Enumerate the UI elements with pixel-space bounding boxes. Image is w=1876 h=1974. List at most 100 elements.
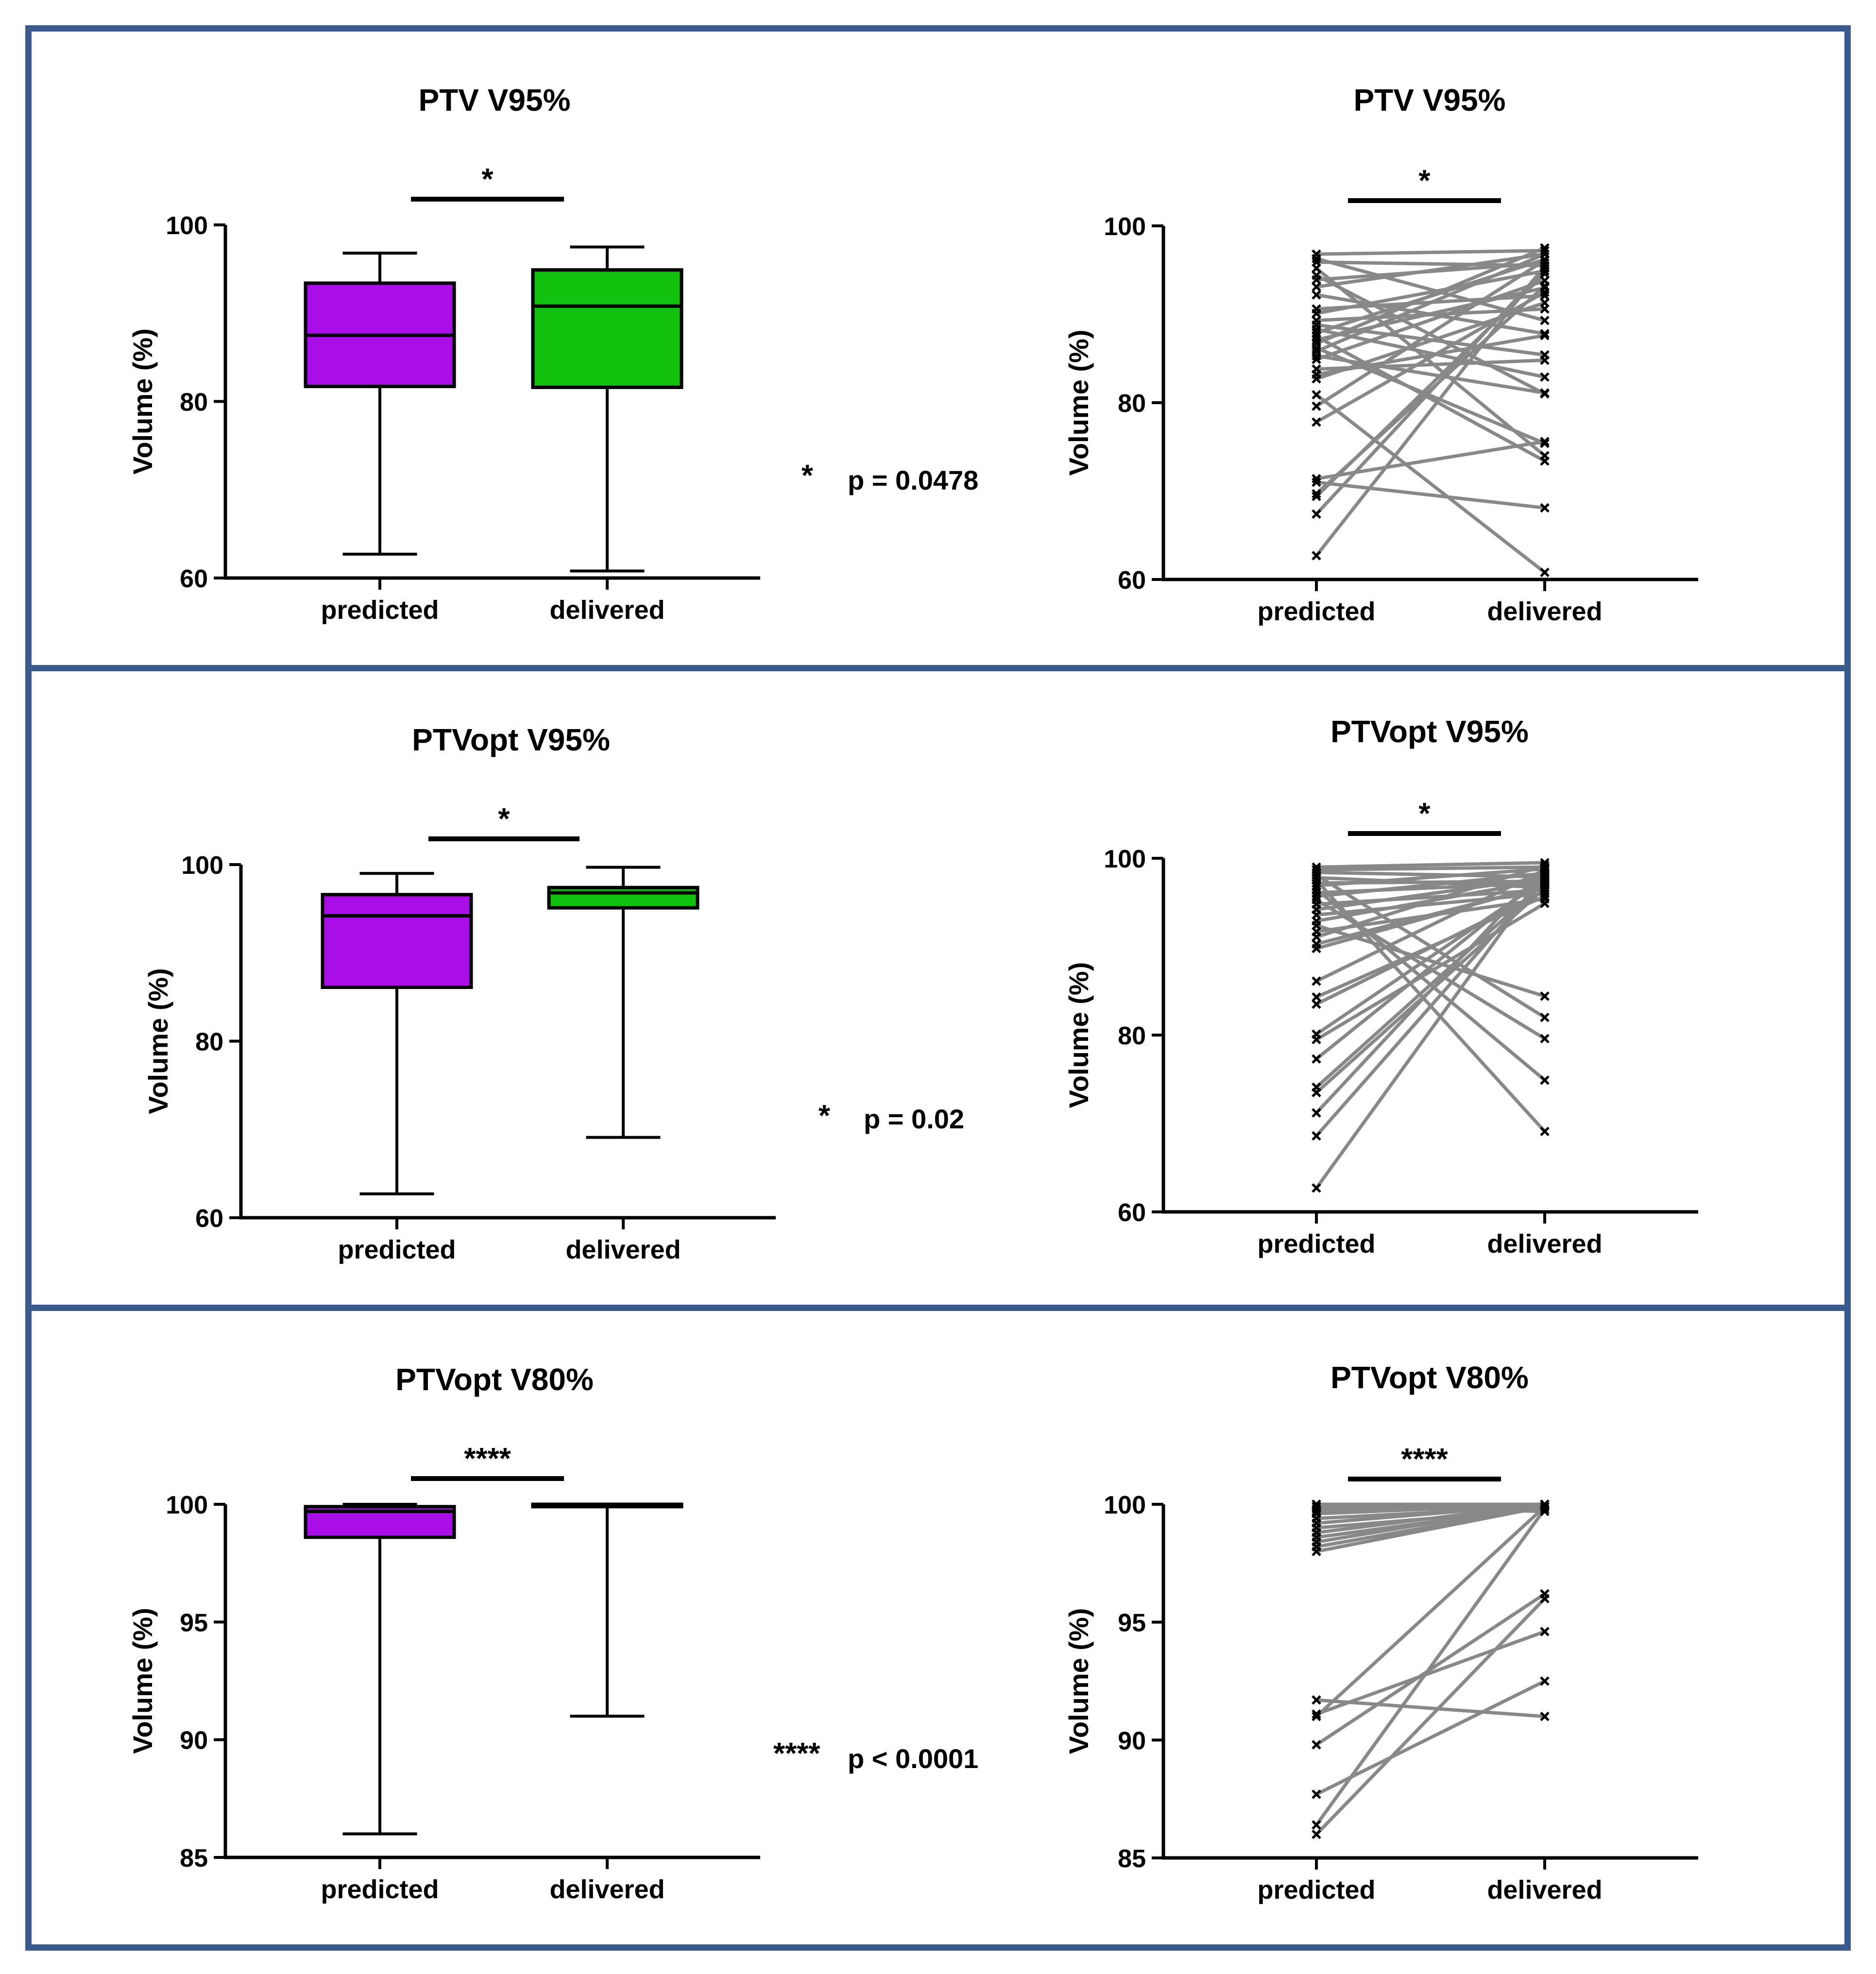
box-chart-y-tick-label: 80 [180, 389, 208, 417]
paired-chart-2: PTVopt V95% Volume (%) 60 80 100 predicted del… [1063, 714, 1698, 1259]
pair-marker [1312, 1789, 1321, 1799]
pvalue-stars: * [819, 1099, 831, 1133]
pair-line [1315, 879, 1546, 1133]
paired-chart-title: PTVopt V80% [1330, 1360, 1529, 1395]
pair-marker [1540, 451, 1550, 460]
pair-marker [1312, 551, 1321, 561]
pair-marker [1540, 883, 1550, 892]
paired-chart-y-tick-label: 90 [1118, 1727, 1146, 1755]
pvalue-stars: **** [773, 1737, 820, 1770]
box-chart-1: PTV V95% Volume (%) 60 80 100 predicted delive… [127, 83, 760, 625]
box-chart-title: PTV V95% [418, 83, 570, 118]
pair-marker [1312, 249, 1321, 259]
pair-line [1315, 887, 1546, 1094]
pair-marker [1540, 261, 1550, 271]
pair-line [1315, 335, 1546, 463]
pair-marker [1312, 364, 1321, 374]
pair-marker [1540, 329, 1550, 339]
pair-marker [1540, 291, 1550, 301]
pair-marker [1312, 992, 1321, 1002]
pair-marker [1540, 567, 1550, 578]
paired-chart-ylabel: Volume (%) [1063, 962, 1094, 1108]
pair-marker [1312, 1712, 1321, 1721]
pair-line [1316, 249, 1545, 256]
box-chart-x-tick-label-delivered: delivered [549, 596, 665, 625]
pair-line [1316, 480, 1545, 510]
box-chart-y-tick-label: 60 [195, 1205, 223, 1233]
pair-marker [1312, 1131, 1321, 1141]
box-chart-y-tick-label: 60 [180, 565, 208, 593]
box-iqr-delivered [547, 885, 699, 910]
paired-chart-y-tick-label: 80 [1118, 1022, 1146, 1050]
pair-line [1316, 897, 1545, 934]
pair-marker [1312, 862, 1321, 872]
pair-marker [1312, 1082, 1321, 1092]
box-chart-y-tick-label: 100 [166, 1491, 208, 1519]
paired-chart-title: PTV V95% [1353, 83, 1505, 118]
pair-marker [1540, 350, 1550, 360]
box-chart-title: PTVopt V95% [412, 722, 610, 757]
pair-marker [1540, 276, 1550, 286]
box-chart-ylabel: Volume (%) [127, 1608, 158, 1754]
pair-marker [1540, 258, 1550, 268]
pair-marker [1312, 390, 1321, 400]
pair-line [1315, 1679, 1546, 1796]
pair-marker [1540, 858, 1550, 868]
pair-marker [1312, 1183, 1321, 1193]
paired-chart-1: PTV V95% Volume (%) 60 80 100 predicted delive… [1063, 83, 1698, 626]
pair-line [1315, 923, 1546, 998]
paired-chart-y-tick-label: 60 [1118, 1199, 1146, 1227]
box-chart-y-tick-label: 85 [180, 1844, 208, 1872]
box-chart-ylabel: Volume (%) [143, 968, 173, 1114]
pair-line [1315, 393, 1546, 574]
box-chart-y-tick-label: 90 [180, 1727, 208, 1755]
panel-ptvopt-v80 [25, 1305, 1851, 1951]
paired-chart-x-tick-label-delivered: delivered [1487, 1875, 1602, 1905]
box-chart-3: PTVopt V80% Volume (%) 85 90 95 100 predicted d… [127, 1362, 760, 1904]
paired-chart-significance-stars: **** [1401, 1443, 1448, 1476]
pair-marker [1312, 1029, 1321, 1039]
pair-marker [1540, 1627, 1550, 1636]
pair-marker [1540, 872, 1550, 882]
box-chart-x-tick-label-delivered: delivered [549, 1875, 665, 1904]
pair-marker [1540, 372, 1550, 382]
pair-marker [1540, 315, 1550, 325]
pair-line [1315, 273, 1546, 395]
pair-line [1316, 323, 1545, 357]
pair-marker [1312, 1054, 1321, 1064]
paired-chart-x-tick-label-delivered: delivered [1487, 597, 1602, 626]
pair-marker [1312, 1502, 1321, 1512]
pair-marker [1540, 1012, 1550, 1022]
box-chart-x-tick-label-predicted: predicted [321, 596, 439, 625]
pair-line [1315, 279, 1546, 361]
pair-marker [1540, 1712, 1550, 1721]
pair-marker [1312, 474, 1321, 484]
paired-chart-ylabel: Volume (%) [1063, 330, 1094, 476]
paired-chart-y-tick-label: 85 [1118, 1845, 1146, 1873]
pair-line [1316, 876, 1545, 889]
pair-line [1316, 256, 1545, 323]
box-chart-2: PTVopt V95% Volume (%) 60 80 100 predicted del… [143, 722, 776, 1264]
pair-marker [1312, 1829, 1321, 1839]
pair-marker [1540, 503, 1550, 513]
pair-line [1315, 285, 1546, 495]
box-chart-title: PTVopt V80% [395, 1362, 594, 1397]
paired-chart-y-tick-label: 100 [1104, 845, 1146, 873]
pair-line [1315, 1505, 1546, 1718]
pair-marker [1312, 509, 1321, 519]
pvalue-text: p < 0.0001 [848, 1743, 978, 1774]
pair-marker [1312, 1108, 1321, 1118]
pvalue-text: p = 0.02 [864, 1104, 964, 1134]
pair-marker [1312, 1499, 1321, 1509]
pair-marker [1312, 939, 1321, 949]
pair-marker [1312, 1740, 1321, 1750]
pair-marker [1540, 330, 1550, 340]
pair-marker [1540, 1126, 1550, 1137]
pair-line [1315, 1508, 1546, 1826]
box-chart-y-tick-label: 80 [195, 1028, 223, 1056]
pair-marker [1540, 389, 1550, 399]
pair-line [1316, 870, 1545, 879]
paired-chart-x-tick-label-predicted: predicted [1257, 597, 1375, 626]
pair-marker [1540, 304, 1550, 314]
